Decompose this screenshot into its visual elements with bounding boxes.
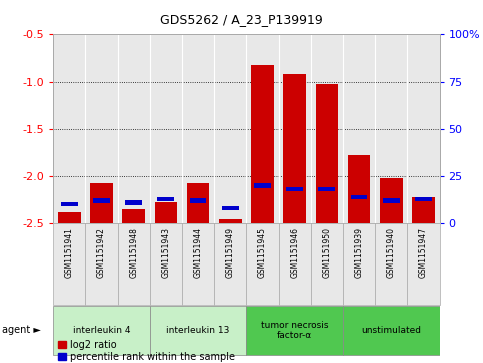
Bar: [284, 74, 306, 223]
Bar: [155, 201, 177, 223]
Text: GSM1151949: GSM1151949: [226, 227, 235, 278]
Text: GSM1151950: GSM1151950: [322, 227, 331, 278]
FancyBboxPatch shape: [53, 223, 85, 305]
FancyBboxPatch shape: [214, 223, 246, 305]
FancyBboxPatch shape: [246, 306, 343, 355]
Text: interleukin 4: interleukin 4: [72, 326, 130, 335]
Text: GSM1151943: GSM1151943: [161, 227, 170, 278]
Bar: [222, 206, 239, 210]
FancyBboxPatch shape: [279, 223, 311, 305]
Bar: [61, 202, 78, 207]
Bar: [383, 199, 400, 203]
Bar: [251, 65, 274, 223]
Bar: [90, 183, 113, 223]
Bar: [351, 195, 368, 199]
Text: GSM1151940: GSM1151940: [387, 227, 396, 278]
Text: GSM1151939: GSM1151939: [355, 227, 364, 278]
FancyBboxPatch shape: [343, 306, 440, 355]
Bar: [219, 219, 242, 223]
Bar: [125, 200, 142, 205]
FancyBboxPatch shape: [117, 223, 150, 305]
Bar: [318, 187, 335, 191]
FancyBboxPatch shape: [407, 223, 440, 305]
Text: GDS5262 / A_23_P139919: GDS5262 / A_23_P139919: [160, 13, 323, 26]
FancyBboxPatch shape: [311, 223, 343, 305]
Text: GSM1151941: GSM1151941: [65, 227, 74, 278]
FancyBboxPatch shape: [150, 306, 246, 355]
Bar: [412, 197, 435, 223]
FancyBboxPatch shape: [150, 223, 182, 305]
Text: GSM1151944: GSM1151944: [194, 227, 202, 278]
Bar: [380, 178, 402, 223]
Bar: [187, 183, 209, 223]
Bar: [315, 83, 338, 223]
Text: interleukin 13: interleukin 13: [166, 326, 230, 335]
Bar: [190, 199, 207, 203]
FancyBboxPatch shape: [375, 223, 407, 305]
Bar: [348, 155, 370, 223]
Text: GSM1151948: GSM1151948: [129, 227, 138, 278]
FancyBboxPatch shape: [85, 223, 117, 305]
Text: GSM1151942: GSM1151942: [97, 227, 106, 278]
Bar: [415, 197, 432, 201]
Legend: log2 ratio, percentile rank within the sample: log2 ratio, percentile rank within the s…: [58, 340, 235, 362]
Text: GSM1151946: GSM1151946: [290, 227, 299, 278]
Bar: [122, 209, 145, 223]
Bar: [157, 197, 174, 201]
Text: unstimulated: unstimulated: [361, 326, 421, 335]
Text: agent ►: agent ►: [2, 325, 41, 335]
FancyBboxPatch shape: [182, 223, 214, 305]
Text: GSM1151945: GSM1151945: [258, 227, 267, 278]
Text: GSM1151947: GSM1151947: [419, 227, 428, 278]
Bar: [286, 187, 303, 191]
Text: tumor necrosis
factor-α: tumor necrosis factor-α: [261, 321, 328, 340]
Bar: [58, 212, 81, 223]
Bar: [93, 199, 110, 203]
Bar: [254, 183, 271, 188]
FancyBboxPatch shape: [343, 223, 375, 305]
FancyBboxPatch shape: [53, 306, 150, 355]
FancyBboxPatch shape: [246, 223, 279, 305]
